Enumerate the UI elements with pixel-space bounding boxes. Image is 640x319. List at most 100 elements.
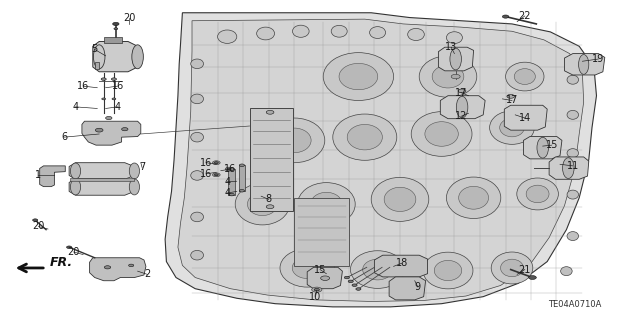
Circle shape <box>122 128 128 131</box>
Text: 4: 4 <box>72 102 79 112</box>
Ellipse shape <box>191 94 204 104</box>
Ellipse shape <box>537 137 548 158</box>
Ellipse shape <box>351 251 404 288</box>
Bar <box>70 178 134 181</box>
Text: 16: 16 <box>200 158 212 168</box>
Ellipse shape <box>280 249 334 287</box>
Bar <box>104 37 122 43</box>
Ellipse shape <box>456 96 468 118</box>
Text: 8: 8 <box>266 194 272 204</box>
Ellipse shape <box>567 190 579 199</box>
Circle shape <box>33 219 38 221</box>
Polygon shape <box>95 62 99 69</box>
Ellipse shape <box>490 111 534 144</box>
Text: 16: 16 <box>200 169 212 179</box>
Ellipse shape <box>129 163 140 179</box>
Polygon shape <box>440 96 485 119</box>
Text: 17: 17 <box>454 87 467 98</box>
Circle shape <box>101 78 106 80</box>
Circle shape <box>321 276 330 280</box>
Ellipse shape <box>191 132 204 142</box>
Circle shape <box>129 264 134 267</box>
Text: 12: 12 <box>454 111 467 122</box>
Polygon shape <box>504 105 547 130</box>
Text: 20: 20 <box>67 247 80 257</box>
Polygon shape <box>389 277 426 300</box>
Ellipse shape <box>506 62 544 91</box>
Ellipse shape <box>412 112 472 156</box>
Text: TE04A0710A: TE04A0710A <box>548 300 602 309</box>
Ellipse shape <box>323 53 394 100</box>
Circle shape <box>266 110 274 114</box>
Bar <box>250 108 293 211</box>
Ellipse shape <box>567 110 579 119</box>
Ellipse shape <box>450 48 461 70</box>
Ellipse shape <box>70 179 81 195</box>
Polygon shape <box>307 267 342 289</box>
Ellipse shape <box>370 27 385 39</box>
Ellipse shape <box>363 259 392 280</box>
Ellipse shape <box>236 183 289 225</box>
Ellipse shape <box>432 65 464 88</box>
Ellipse shape <box>132 45 143 69</box>
Ellipse shape <box>561 267 572 276</box>
Circle shape <box>239 164 244 167</box>
Text: 4: 4 <box>224 177 230 187</box>
Text: 22: 22 <box>518 11 531 21</box>
Ellipse shape <box>579 55 589 74</box>
Ellipse shape <box>292 257 322 278</box>
Circle shape <box>344 276 349 279</box>
Text: 16: 16 <box>111 81 124 91</box>
Circle shape <box>451 74 460 79</box>
Ellipse shape <box>332 26 348 37</box>
Text: 5: 5 <box>92 44 98 55</box>
Ellipse shape <box>515 69 535 85</box>
Ellipse shape <box>384 187 416 211</box>
Text: 19: 19 <box>592 54 605 64</box>
Circle shape <box>102 98 106 100</box>
Text: 4: 4 <box>115 102 121 112</box>
Text: 21: 21 <box>518 264 531 275</box>
Circle shape <box>229 193 234 196</box>
Circle shape <box>227 168 231 170</box>
Circle shape <box>104 266 111 269</box>
Ellipse shape <box>567 232 579 241</box>
Ellipse shape <box>298 182 355 226</box>
Text: 10: 10 <box>309 292 322 302</box>
Text: 9: 9 <box>415 282 421 292</box>
Circle shape <box>212 173 220 177</box>
Circle shape <box>529 276 536 279</box>
Circle shape <box>95 128 103 132</box>
Text: 15: 15 <box>545 140 558 150</box>
Ellipse shape <box>248 193 277 216</box>
Ellipse shape <box>191 59 204 69</box>
Ellipse shape <box>257 27 275 40</box>
Ellipse shape <box>447 177 501 219</box>
Text: 13: 13 <box>445 42 458 52</box>
Polygon shape <box>564 54 605 75</box>
Circle shape <box>113 22 119 26</box>
Ellipse shape <box>435 260 461 281</box>
Ellipse shape <box>333 114 397 160</box>
Circle shape <box>214 174 218 176</box>
Text: 11: 11 <box>566 161 579 171</box>
Text: 16: 16 <box>77 81 90 91</box>
Text: 16: 16 <box>224 164 237 174</box>
Text: 4: 4 <box>224 188 230 198</box>
Ellipse shape <box>191 171 204 180</box>
Ellipse shape <box>563 158 574 179</box>
Polygon shape <box>549 157 589 179</box>
Text: 2: 2 <box>144 269 150 279</box>
Circle shape <box>112 98 116 100</box>
Ellipse shape <box>567 149 579 158</box>
Circle shape <box>314 288 319 291</box>
Ellipse shape <box>278 128 311 152</box>
Ellipse shape <box>264 118 325 163</box>
Ellipse shape <box>423 252 473 289</box>
Circle shape <box>214 162 218 164</box>
Circle shape <box>67 246 72 249</box>
Polygon shape <box>438 47 474 71</box>
Ellipse shape <box>517 178 558 210</box>
Text: 6: 6 <box>61 132 67 142</box>
Polygon shape <box>69 163 134 179</box>
